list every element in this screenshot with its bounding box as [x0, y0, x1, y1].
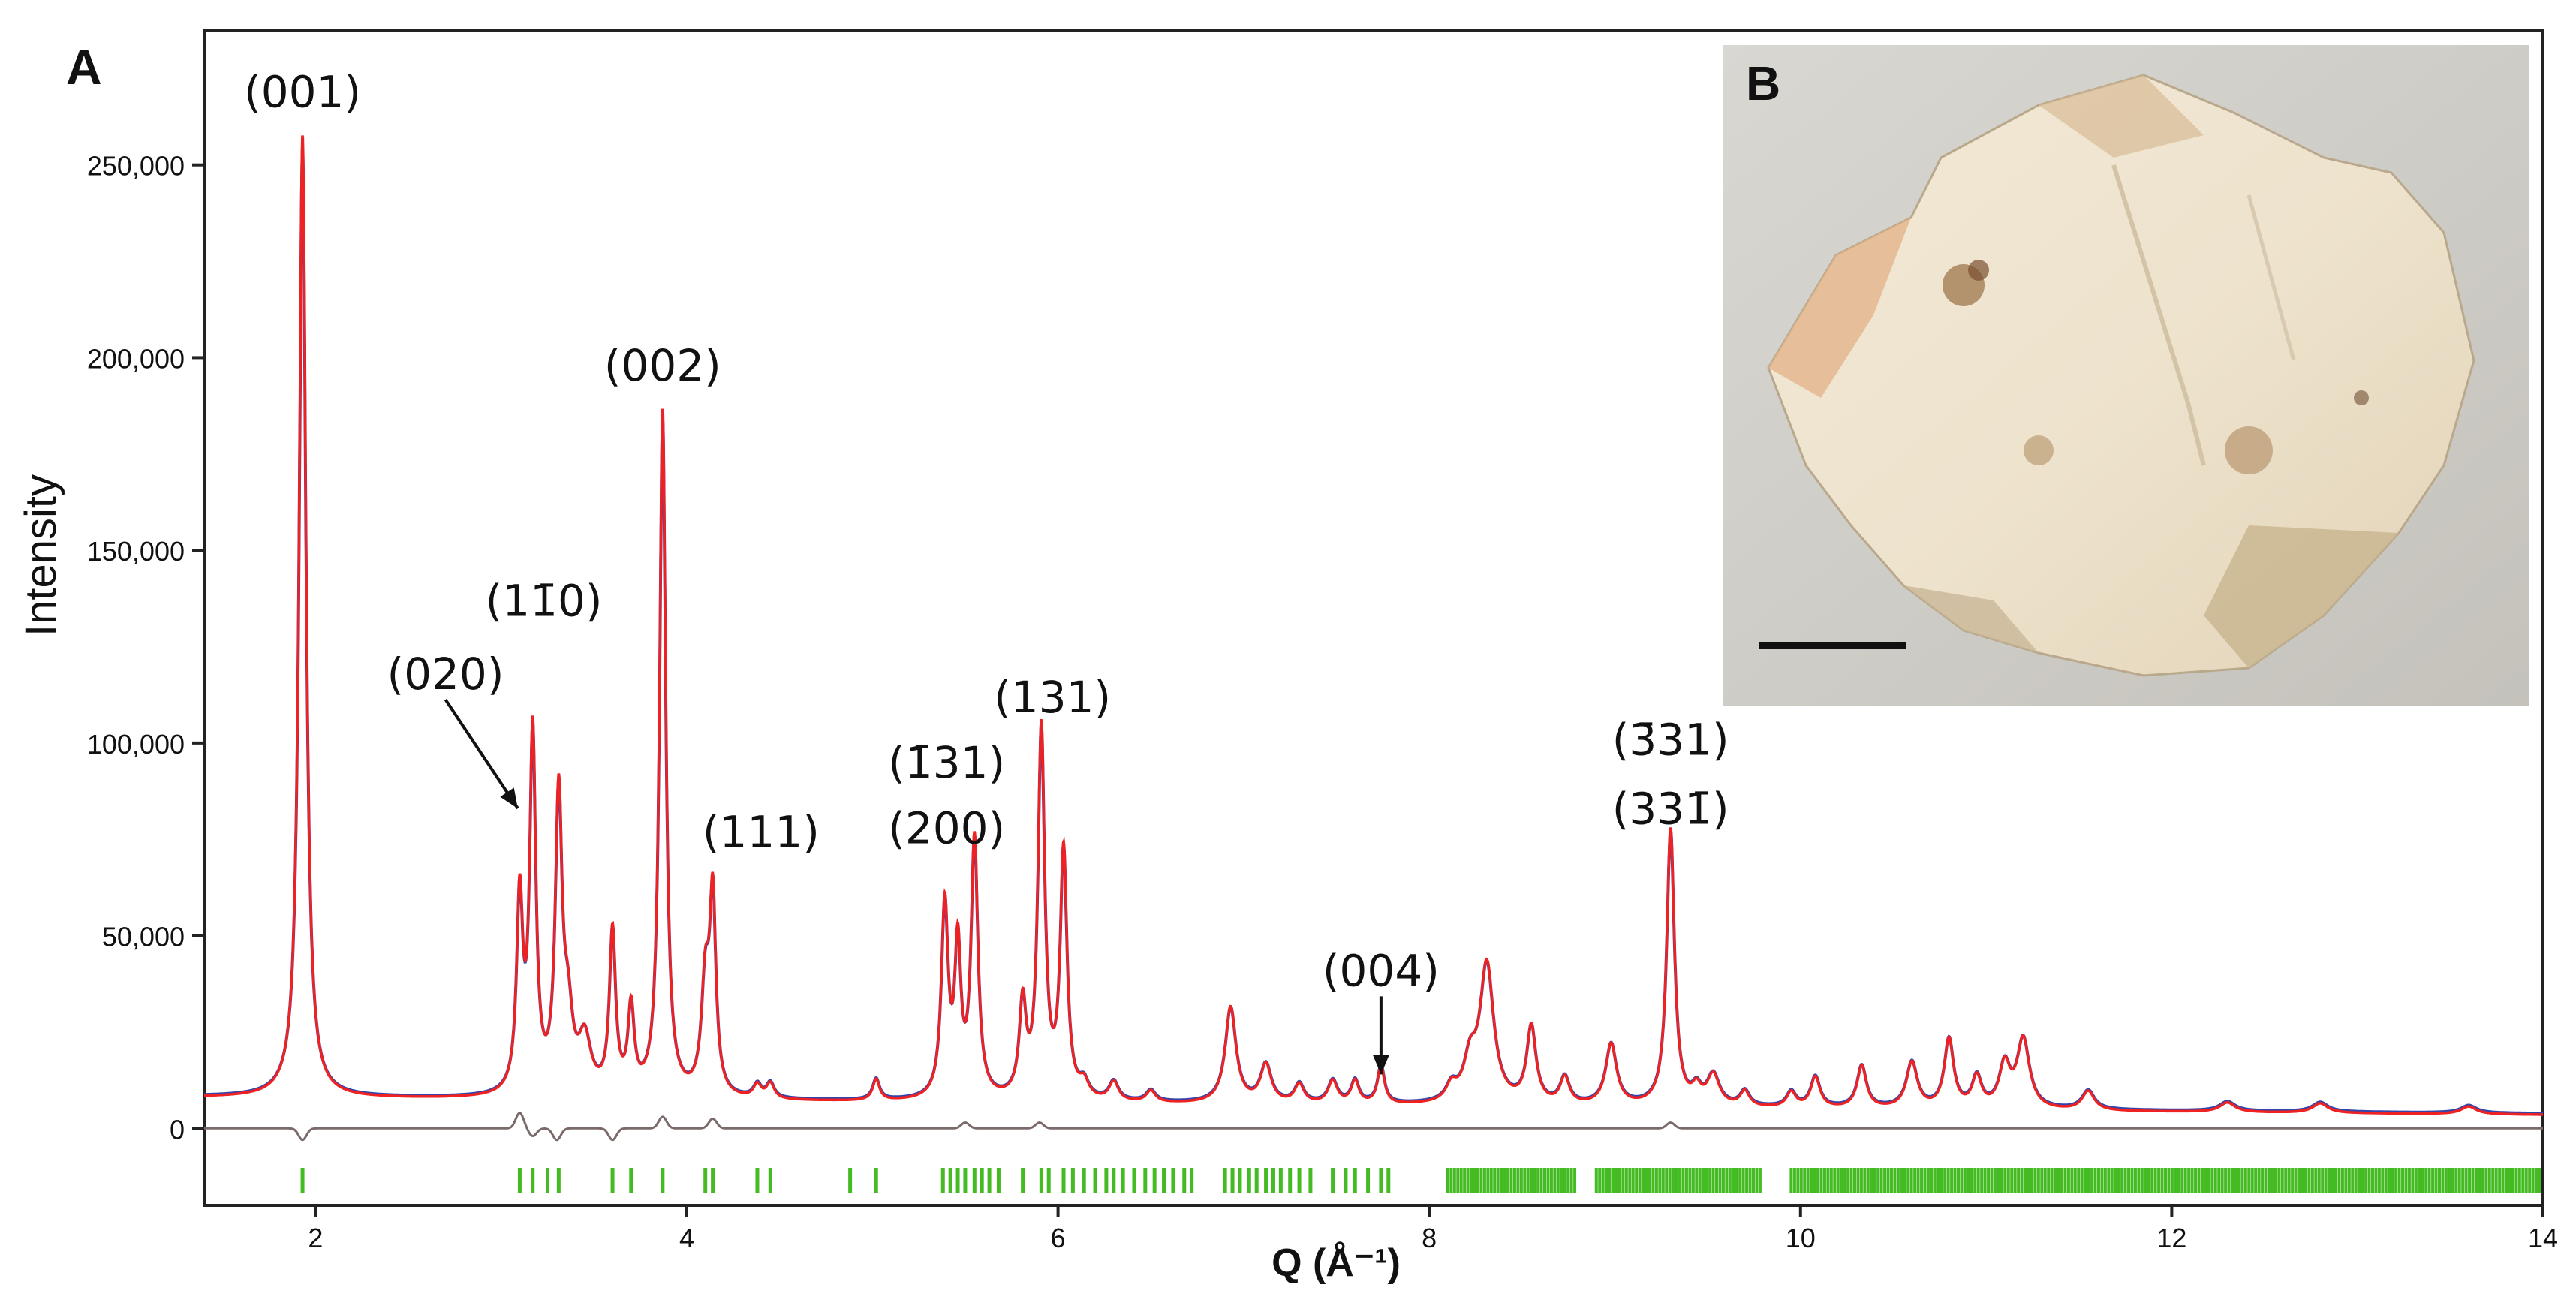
x-axis: 2 4 6 8 10 12 14 [308, 1205, 2558, 1253]
y-tick-label: 200,000 [87, 343, 185, 374]
peak-label: (3̄31) [1612, 714, 1729, 765]
peak-arrow-head [500, 787, 518, 809]
difference-series-line [204, 1112, 2543, 1142]
x-tick-label: 10 [1786, 1223, 1816, 1253]
peak-label: (200) [888, 802, 1005, 853]
peak-label: (1̄31) [888, 737, 1005, 788]
y-tick-label: 250,000 [87, 151, 185, 182]
y-tick-label: 50,000 [102, 922, 185, 952]
peak-label: (11̄0) [486, 575, 603, 626]
peak-label: (002) [604, 340, 721, 391]
panel-a-label: A [66, 39, 102, 95]
panel-b-label: B [1746, 56, 1781, 110]
y-tick-label: 150,000 [87, 536, 185, 567]
mineral-sample-photo [1723, 45, 2529, 706]
peak-arrow-head [1372, 1055, 1389, 1075]
x-tick-label: 6 [1051, 1223, 1066, 1253]
peak-label: (111) [703, 806, 820, 857]
fit-series-line [204, 135, 2543, 1116]
peak-label: (020) [387, 648, 504, 700]
x-tick-label: 4 [679, 1223, 694, 1253]
peak-label: (001) [244, 67, 361, 118]
x-tick-label: 8 [1422, 1223, 1437, 1253]
peak-label: (131) [994, 672, 1111, 723]
y-axis-label: Intensity [17, 474, 65, 636]
peak-annotations: (001) (020) (11̄0) (002) (111) (1̄31) (200) (13… [244, 67, 1729, 1075]
x-tick-label: 2 [308, 1223, 323, 1253]
peak-arrow-line [444, 698, 519, 810]
reflection-ticks [300, 1168, 2541, 1193]
x-axis-label: Q (Å⁻¹) [1271, 1241, 1401, 1285]
y-tick-label: 0 [170, 1114, 185, 1145]
series-group [204, 135, 2543, 1142]
peak-label: (331̄) [1612, 784, 1729, 835]
x-tick-label: 14 [2528, 1223, 2558, 1253]
x-tick-label: 12 [2156, 1223, 2186, 1253]
y-axis: 0 50,000 100,000 150,000 200,000 250,000 [87, 151, 204, 1145]
peak-label: (004) [1323, 945, 1440, 996]
y-tick-label: 100,000 [87, 729, 185, 760]
